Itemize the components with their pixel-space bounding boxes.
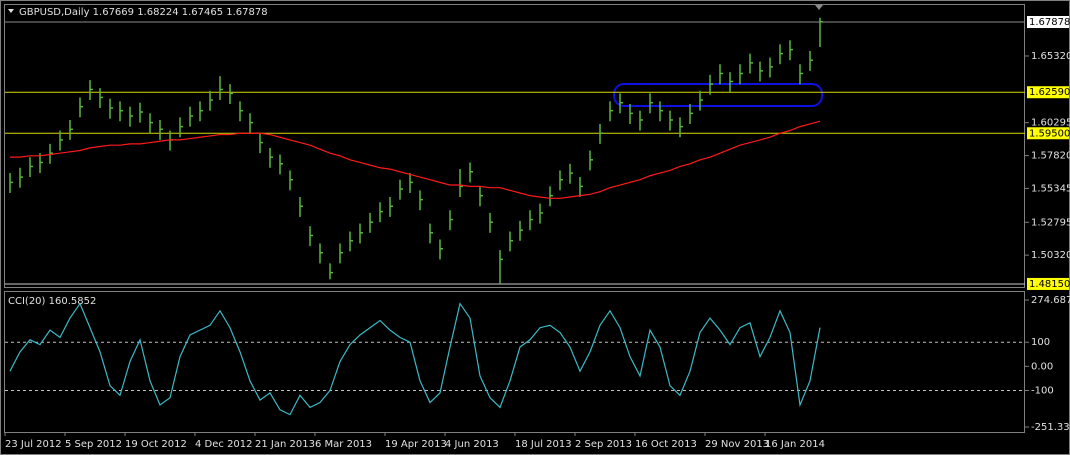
x-tick-label: 16 Oct 2013 xyxy=(635,439,697,450)
y-tick-label: 1.52795 xyxy=(1031,217,1070,228)
y-tick-label: 100 xyxy=(1031,337,1050,348)
y-tick-label: -251.3371 xyxy=(1031,422,1070,433)
price-label-bg xyxy=(1027,127,1069,140)
x-tick-label: 4 Jun 2013 xyxy=(445,439,499,450)
menu-arrow[interactable] xyxy=(8,9,14,13)
price-label: 1.48150 xyxy=(1029,279,1070,290)
x-tick-label: 5 Sep 2012 xyxy=(65,439,122,450)
y-tick-label: 1.60295 xyxy=(1031,118,1070,129)
x-tick-label: 2 Sep 2013 xyxy=(575,439,632,450)
chart-title: GBPUSD,Daily 1.67669 1.68224 1.67465 1.6… xyxy=(19,7,268,18)
price-panel xyxy=(4,4,1025,288)
x-tick-label: 29 Nov 2013 xyxy=(705,439,769,450)
price-label: 1.59500 xyxy=(1029,128,1070,139)
x-tick-label: 6 Mar 2013 xyxy=(315,439,372,450)
y-tick-label: 1.65320 xyxy=(1031,51,1070,62)
price-label-bg xyxy=(1027,277,1069,290)
y-tick-label: 274.6873 xyxy=(1031,295,1070,306)
highlight-ellipse xyxy=(613,83,823,107)
indicator-title: CCI(20) 160.5852 xyxy=(8,296,96,307)
price-label: 1.67878 xyxy=(1029,17,1070,28)
x-tick-label: 4 Dec 2012 xyxy=(195,439,253,450)
x-tick-label: 19 Apr 2013 xyxy=(385,439,447,450)
y-tick-label: 1.57820 xyxy=(1031,151,1070,162)
price-label: 1.62590 xyxy=(1029,87,1070,98)
y-tick-label: 1.55345 xyxy=(1031,183,1070,194)
price-label-bg xyxy=(1027,16,1069,29)
cci-line xyxy=(9,302,821,416)
x-tick-label: 19 Oct 2012 xyxy=(125,439,187,450)
x-tick-label: 21 Jan 2013 xyxy=(255,439,315,450)
y-tick-label: -100 xyxy=(1031,385,1054,396)
x-tick-label: 16 Jan 2014 xyxy=(765,439,825,450)
y-tick-label: 0.00 xyxy=(1031,361,1053,372)
x-tick-label: 18 Jul 2013 xyxy=(515,439,572,450)
y-tick-label: 1.50320 xyxy=(1031,250,1070,261)
price-marker xyxy=(815,5,823,10)
price-label-bg xyxy=(1027,86,1069,99)
x-tick-label: 23 Jul 2012 xyxy=(5,439,62,450)
moving-average xyxy=(10,120,821,199)
